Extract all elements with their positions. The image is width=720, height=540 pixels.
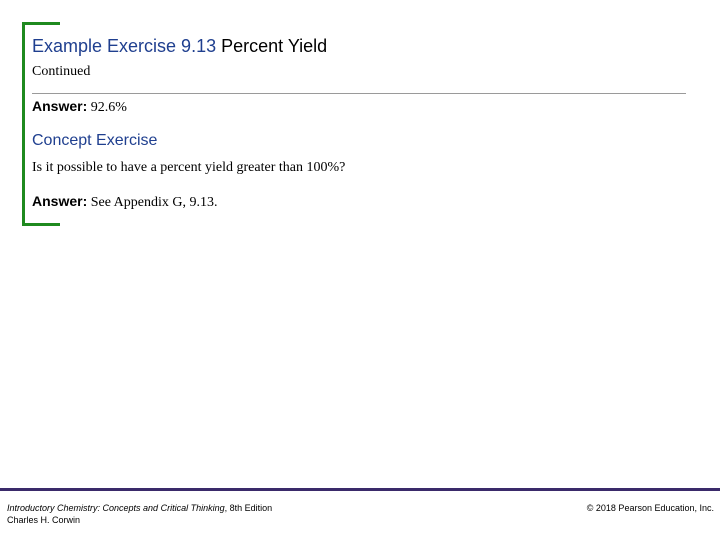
slide-title: Example Exercise 9.13 Percent Yield <box>32 36 327 57</box>
copyright-notice: © 2018 Pearson Education, Inc. <box>586 503 714 513</box>
concept-answer-line: Answer: See Appendix G, 9.13. <box>32 193 218 211</box>
book-title: Introductory Chemistry: Concepts and Cri… <box>7 503 225 513</box>
concept-question: Is it possible to have a percent yield g… <box>32 160 346 175</box>
concept-answer-label: Answer: <box>32 193 88 209</box>
concept-exercise-heading: Concept Exercise <box>32 132 158 149</box>
exercise-number: Example Exercise 9.13 <box>32 36 217 56</box>
concept-answer-value: See Appendix G, 9.13. <box>90 195 218 210</box>
footer-citation: Introductory Chemistry: Concepts and Cri… <box>7 502 272 526</box>
book-edition: , 8th Edition <box>224 503 273 513</box>
continued-label: Continued <box>32 64 91 79</box>
answer-value: 92.6% <box>90 100 127 115</box>
divider <box>32 93 686 94</box>
answer-line: Answer: 92.6% <box>32 98 127 116</box>
book-author: Charles H. Corwin <box>7 515 81 525</box>
green-bracket-decoration <box>22 22 60 226</box>
answer-label: Answer: <box>32 98 88 114</box>
footer-divider <box>0 488 720 491</box>
exercise-topic: Percent Yield <box>221 36 328 56</box>
